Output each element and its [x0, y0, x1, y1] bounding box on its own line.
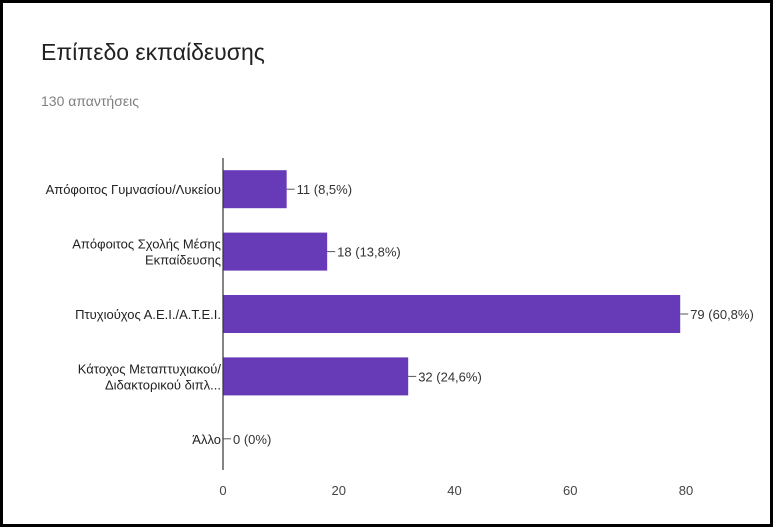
value-label: 32 (24,6%): [418, 369, 482, 384]
x-tick-label: 40: [447, 483, 461, 498]
category-label: Πτυχιούχος Α.Ε.Ι./Α.Τ.Ε.Ι.: [75, 307, 221, 322]
value-label: 79 (60,8%): [690, 307, 754, 322]
category-label: Απόφοιτος Γυμνασίου/Λυκείου: [46, 182, 221, 197]
x-tick-label: 0: [219, 483, 226, 498]
x-tick-label: 20: [332, 483, 346, 498]
bar: [223, 357, 409, 396]
bar: [223, 170, 287, 209]
response-count: 130 απαντήσεις: [41, 93, 139, 109]
bar: [223, 295, 681, 333]
value-label: 11 (8,5%): [297, 182, 352, 197]
bar: [223, 232, 328, 271]
category-label: Διδακτορικού διπλ...: [105, 377, 221, 392]
x-tick-label: 60: [563, 483, 577, 498]
value-label: 0 (0%): [233, 432, 271, 447]
category-label: Απόφοιτος Σχολής Μέσης: [72, 237, 221, 252]
category-label: Εκπαίδευσης: [145, 253, 221, 268]
category-label: Κάτοχος Μεταπτυχιακού/: [78, 361, 222, 376]
x-tick-label: 80: [679, 483, 693, 498]
value-label: 18 (13,8%): [337, 245, 401, 260]
category-label: Άλλο: [192, 432, 221, 447]
chart-title: Επίπεδο εκπαίδευσης: [41, 39, 265, 65]
